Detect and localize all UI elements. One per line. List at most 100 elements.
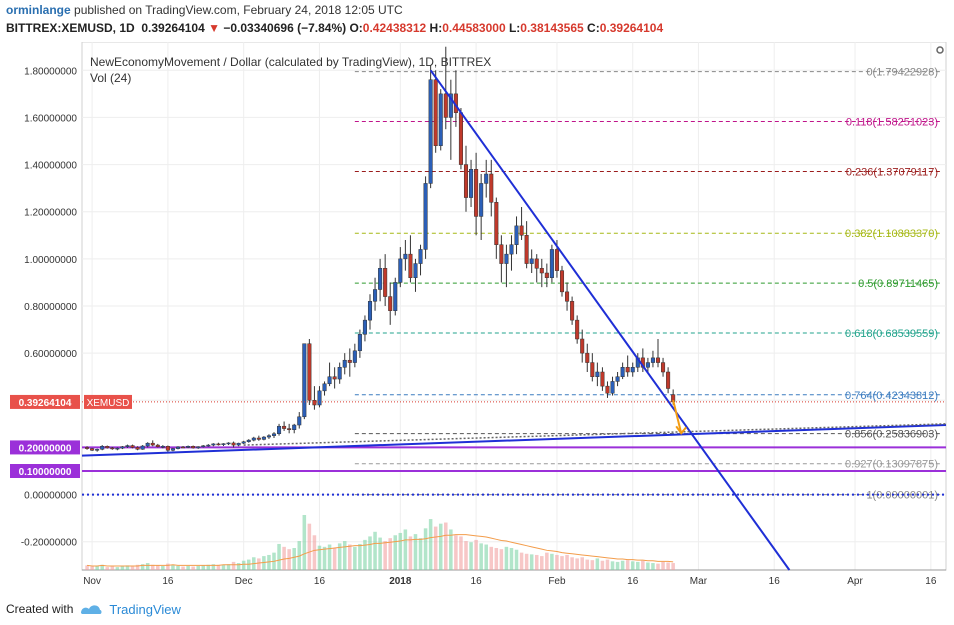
gear-ring	[936, 46, 944, 54]
volume-bar	[302, 515, 307, 570]
volume-bar	[115, 567, 120, 570]
volume-bar	[545, 552, 549, 570]
candle-body	[246, 439, 251, 443]
volume-bar	[398, 532, 403, 570]
candle-body	[438, 93, 443, 146]
y-tick-label: 0.80000000	[24, 302, 77, 313]
volume-bar	[656, 563, 660, 570]
candle-body	[105, 446, 110, 449]
volume-bar	[433, 526, 438, 570]
volume-bar	[590, 560, 595, 570]
candle-body	[595, 371, 600, 377]
x-tick-label: 16	[627, 576, 639, 587]
down-arrow-icon: ▼	[208, 21, 220, 35]
candle-body	[590, 362, 595, 377]
trend-line	[243, 423, 947, 446]
candle-body	[150, 442, 155, 446]
volume-bar	[348, 544, 352, 570]
candle-body	[403, 253, 408, 260]
volume-bar	[337, 543, 342, 570]
price-chart[interactable]: 1.80000000 1.60000000 1.40000000 1.20000000…	[0, 41, 954, 598]
candle-body	[367, 301, 373, 321]
candle-body	[241, 441, 246, 444]
candle-body	[549, 249, 554, 278]
candle-body	[226, 442, 231, 445]
candle-body	[125, 445, 130, 447]
volume-bar	[625, 560, 630, 570]
candle-body	[297, 416, 302, 426]
symbol-label: BITTREX:XEMUSD, 1D	[6, 21, 135, 35]
volume-bar	[95, 565, 99, 570]
volume-bar	[615, 561, 620, 570]
price-badge-label: 0.20000000	[19, 443, 72, 454]
candle-body	[469, 169, 474, 198]
candle-body	[373, 289, 378, 302]
candle-body	[645, 362, 650, 368]
candle-body	[625, 367, 630, 373]
candle-body	[155, 444, 160, 447]
volume-bar	[342, 541, 347, 570]
candle-body	[554, 249, 559, 271]
candle-body	[362, 319, 367, 335]
high-value: 0.44583000	[442, 21, 506, 35]
volume-bar	[317, 545, 322, 570]
fib-level-label: 0.382(1.10883370)	[845, 228, 938, 240]
candle-body	[95, 449, 100, 451]
candle-body	[474, 169, 479, 217]
volume-bar	[181, 566, 185, 570]
candle-body	[509, 244, 514, 255]
candle-body	[256, 437, 261, 440]
gear-icon[interactable]	[936, 46, 944, 54]
volume-bar	[575, 558, 579, 570]
tradingview-logo-icon	[81, 605, 102, 614]
volume-bar	[464, 541, 468, 570]
candle-body	[529, 258, 534, 264]
x-axis: Nov 16 Dec 16 2018 16 Feb 16 Mar 16 Apr 16	[83, 576, 937, 587]
candle-body	[287, 428, 292, 431]
y-tick-label: 1.60000000	[24, 113, 77, 124]
volume-bar	[605, 559, 610, 570]
volume-bar	[211, 564, 216, 570]
candle-body	[181, 446, 186, 449]
fibonacci-retracement: 0(1.79422928) 0.118(1.58251023) 0.236(1.37…	[354, 67, 940, 502]
candle-body	[282, 425, 287, 429]
volume-bar	[166, 563, 170, 570]
candle-body	[570, 301, 575, 321]
volume-bar	[277, 543, 281, 570]
candle-body	[378, 268, 383, 290]
volume-bar	[156, 565, 160, 570]
price-badge	[10, 464, 80, 478]
fib-level-label: 0.764(0.42343812)	[845, 390, 938, 402]
volume-bar	[428, 519, 433, 570]
candle-body	[388, 296, 393, 311]
close-value: 0.39264104	[599, 21, 664, 35]
candle-body	[655, 357, 661, 363]
price-badge	[10, 440, 80, 455]
candle-body	[565, 291, 570, 302]
price-badge-label: 0.10000000	[19, 467, 72, 478]
author-link[interactable]: orminlange	[6, 3, 71, 17]
candle-body	[332, 376, 337, 380]
candle-body	[135, 447, 140, 450]
candle-body	[115, 447, 120, 450]
volume-bar	[85, 565, 89, 570]
volume-bar	[307, 523, 312, 570]
fib-level-label: 0(1.79422928)	[866, 67, 938, 79]
candle-body	[307, 343, 312, 401]
volume-bar	[140, 564, 145, 570]
last-price-badge	[10, 394, 80, 409]
volume-bar	[135, 564, 140, 570]
trend-line	[81, 424, 947, 457]
candle-body	[196, 446, 201, 449]
publish-info: orminlange published on TradingView.com,…	[6, 3, 403, 17]
candle-body	[620, 367, 625, 377]
volume-bar	[246, 559, 251, 570]
volume-bar	[100, 564, 104, 570]
x-tick-label: 16	[471, 576, 483, 587]
volume-bar	[534, 554, 539, 570]
y-tick-label: 1.40000000	[24, 161, 77, 172]
x-tick-label: 16	[925, 576, 937, 587]
chart-area[interactable]: 1.80000000 1.60000000 1.40000000 1.20000000…	[0, 41, 954, 598]
volume-bar	[499, 549, 504, 570]
tradingview-brand[interactable]: TradingView	[109, 601, 181, 617]
